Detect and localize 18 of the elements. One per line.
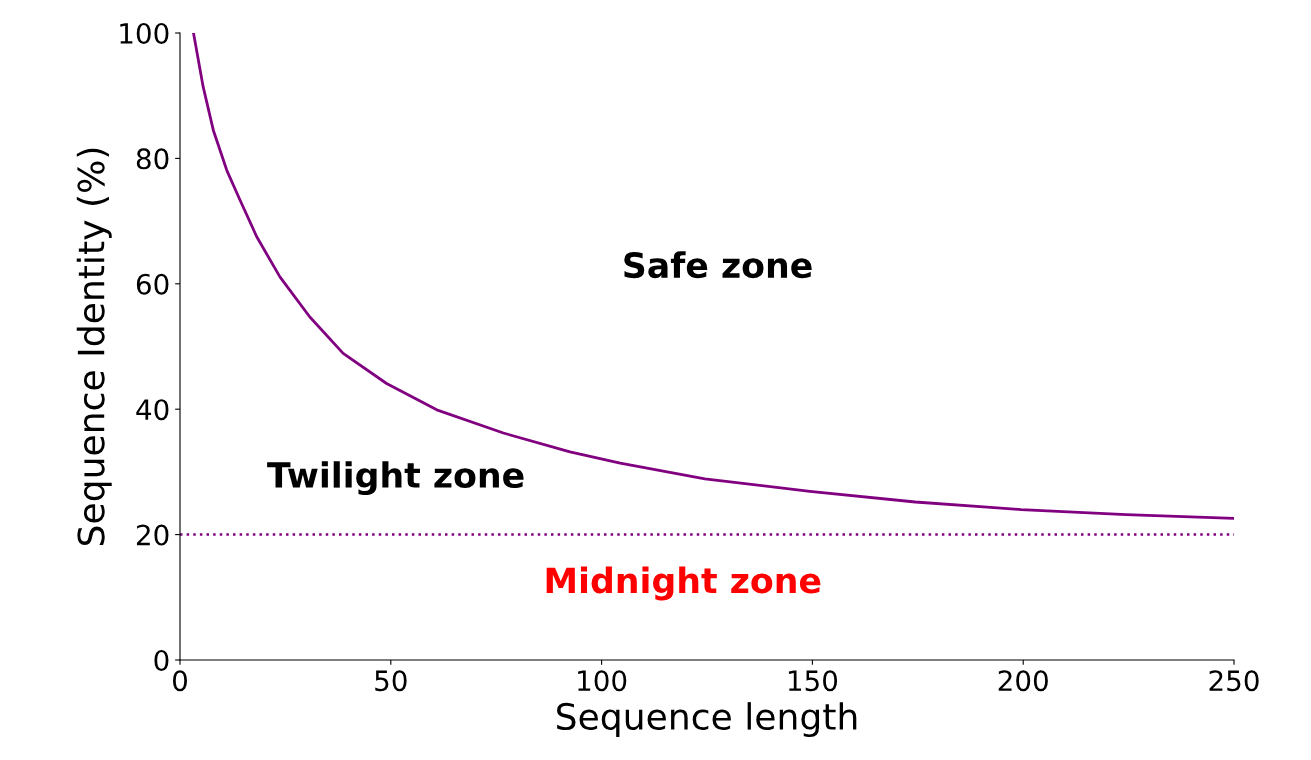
x-tick-label: 0 [172, 670, 187, 692]
y-tick-label: 20 [136, 524, 169, 546]
x-tick-label: 100 [578, 670, 627, 692]
y-tick-label: 80 [136, 148, 169, 170]
x-tick-label: 150 [788, 670, 838, 692]
y-tick-label: 60 [136, 273, 169, 295]
x-axis-title: Sequence length [557, 702, 857, 738]
x-tick-label: 250 [1209, 670, 1259, 692]
annotation: Midnight zone [546, 566, 821, 601]
annotation: Safe zone [624, 251, 812, 279]
y-axis-title: Sequence Identity (%) [76, 148, 112, 546]
y-tick-label: 100 [120, 22, 169, 44]
x-tick-label: 200 [998, 670, 1048, 692]
annotation: Twilight zone [267, 461, 524, 496]
y-tick-label: 0 [154, 649, 169, 671]
line-series [192, 33, 1234, 520]
x-tick-label: 50 [375, 670, 407, 692]
y-tick-label: 40 [136, 399, 169, 421]
